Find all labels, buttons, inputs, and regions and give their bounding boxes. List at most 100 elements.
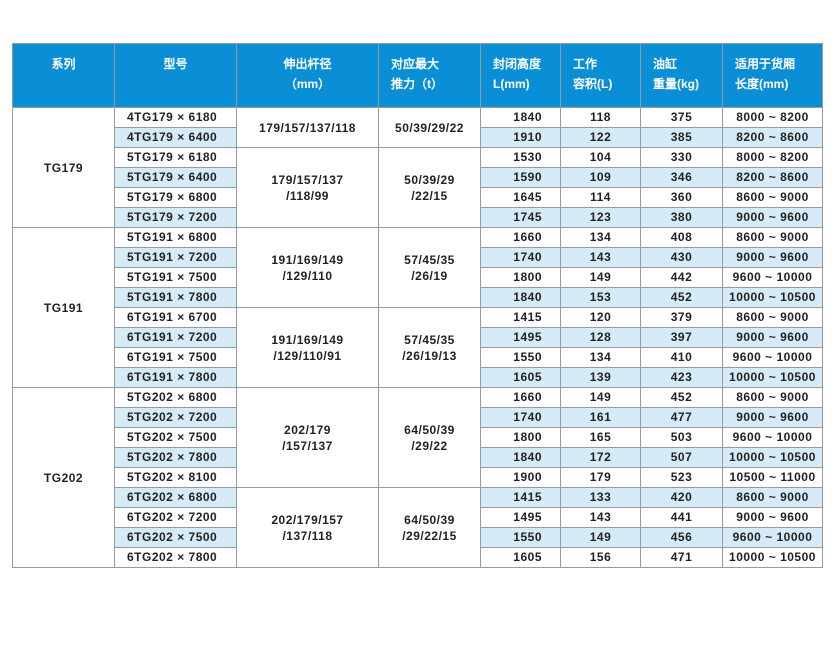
closed-height-cell: 1800 [480, 427, 561, 448]
thrust-cell: 57/45/35/26/19/13 [378, 307, 481, 388]
body-length-cell: 9000 ~ 9600 [722, 507, 823, 528]
weight-cell: 456 [640, 527, 723, 548]
weight-cell: 441 [640, 507, 723, 528]
volume-cell: 139 [560, 367, 641, 388]
closed-height-cell: 1660 [480, 227, 561, 248]
rod-diameter-cell: 202/179/157/137 [236, 387, 379, 488]
closed-height-cell: 1800 [480, 267, 561, 288]
rod-line: /137/118 [282, 528, 333, 543]
body-length-cell: 8600 ~ 9000 [722, 227, 823, 248]
weight-cell: 379 [640, 307, 723, 328]
volume-cell: 165 [560, 427, 641, 448]
thrust-line: 64/50/39 [404, 422, 455, 437]
weight-cell: 375 [640, 107, 723, 128]
closed-height-cell: 1550 [480, 527, 561, 548]
weight-cell: 452 [640, 387, 723, 408]
volume-cell: 123 [560, 207, 641, 228]
body-length-cell: 8600 ~ 9000 [722, 187, 823, 208]
thrust-cell: 64/50/39/29/22/15 [378, 487, 481, 568]
header-closed-height: 封闭高度 L(mm) [480, 43, 561, 108]
rod-line: /129/110/91 [273, 348, 342, 363]
closed-height-cell: 1495 [480, 507, 561, 528]
table-row: TG202 5TG202 × 6800 202/179/157/137 64/50/3… [12, 387, 823, 568]
header-row: 系列 型号 伸出杆径 （mm） 对应最大 推力（t） 封闭高度 L(mm) 工作 容积(… [12, 43, 823, 108]
body-length-cell: 10000 ~ 10500 [722, 287, 823, 308]
model-cell: 5TG179 × 6180 [114, 147, 237, 168]
body-length-cell: 9000 ~ 9600 [722, 207, 823, 228]
weight-cell: 507 [640, 447, 723, 468]
model-cell: 6TG191 × 7200 [114, 327, 237, 348]
body-length-cell: 9600 ~ 10000 [722, 427, 823, 448]
closed-height-cell: 1840 [480, 287, 561, 308]
model-cell: 5TG191 × 7200 [114, 247, 237, 268]
thrust-line: /29/22/15 [402, 528, 457, 543]
volume-cell: 134 [560, 227, 641, 248]
volume-cell: 128 [560, 327, 641, 348]
model-cell: 5TG179 × 6400 [114, 167, 237, 188]
model-cell: 4TG179 × 6180 [114, 107, 237, 128]
table-row: 5TG191 × 7800 1840 153 452 10000 ~ 10500 [13, 287, 823, 308]
table-row: 6TG191 × 7500 1550 134 410 9600 ~ 10000 [13, 347, 823, 368]
table-row: 6TG191 × 6700 191/169/149/129/110/91 57/45… [13, 307, 823, 388]
body-length-cell: 9600 ~ 10000 [722, 347, 823, 368]
header-label: 工作 [573, 57, 598, 71]
weight-cell: 471 [640, 547, 723, 568]
table-row: 6TG202 × 7800 1605 156 471 10000 ~ 10500 [13, 547, 823, 568]
header-label: 型号 [163, 57, 188, 71]
header-label: 伸出杆径 [283, 57, 332, 71]
body-length-cell: 8600 ~ 9000 [722, 307, 823, 328]
header-weight: 油缸 重量(kg) [640, 43, 723, 108]
table-row: 5TG191 × 7500 1800 149 442 9600 ~ 10000 [13, 267, 823, 288]
rod-diameter-cell: 179/157/137/118/99 [236, 147, 379, 228]
volume-cell: 118 [560, 107, 641, 128]
weight-cell: 380 [640, 207, 723, 228]
model-cell: 5TG202 × 7500 [114, 427, 237, 448]
rod-line: 191/169/149 [271, 252, 344, 267]
weight-cell: 397 [640, 327, 723, 348]
closed-height-cell: 1605 [480, 367, 561, 388]
body-length-cell: 9600 ~ 10000 [722, 527, 823, 548]
volume-cell: 143 [560, 247, 641, 268]
model-cell: 6TG191 × 7800 [114, 367, 237, 388]
model-cell: 5TG202 × 7200 [114, 407, 237, 428]
weight-cell: 477 [640, 407, 723, 428]
volume-cell: 149 [560, 267, 641, 288]
weight-cell: 442 [640, 267, 723, 288]
weight-cell: 430 [640, 247, 723, 268]
volume-cell: 122 [560, 127, 641, 148]
volume-cell: 153 [560, 287, 641, 308]
weight-cell: 385 [640, 127, 723, 148]
volume-cell: 104 [560, 147, 641, 168]
closed-height-cell: 1605 [480, 547, 561, 568]
closed-height-cell: 1495 [480, 327, 561, 348]
volume-cell: 133 [560, 487, 641, 508]
series-cell: TG179 [12, 107, 115, 228]
body-length-cell: 8000 ~ 8200 [722, 147, 823, 168]
body-length-cell: 10500 ~ 11000 [722, 467, 823, 488]
weight-cell: 410 [640, 347, 723, 368]
volume-cell: 179 [560, 467, 641, 488]
model-cell: 6TG202 × 7200 [114, 507, 237, 528]
weight-cell: 423 [640, 367, 723, 388]
table-row: 5TG202 × 7200 1740 161 477 9000 ~ 9600 [13, 407, 823, 428]
model-cell: 5TG202 × 8100 [114, 467, 237, 488]
header-unit: 推力（t） [391, 77, 443, 91]
volume-cell: 134 [560, 347, 641, 368]
model-cell: 4TG179 × 6400 [114, 127, 237, 148]
table-row: 6TG191 × 7200 1495 128 397 9000 ~ 9600 [13, 327, 823, 348]
thrust-line: 64/50/39 [404, 512, 455, 527]
model-cell: 5TG202 × 6800 [114, 387, 237, 408]
header-body-length: 适用于货厢 长度(mm) [722, 43, 823, 108]
closed-height-cell: 1645 [480, 187, 561, 208]
rod-diameter-cell: 191/169/149/129/110/91 [236, 307, 379, 388]
body-length-cell: 10000 ~ 10500 [722, 367, 823, 388]
model-cell: 6TG191 × 7500 [114, 347, 237, 368]
body-length-cell: 8600 ~ 9000 [722, 487, 823, 508]
table-row: 5TG202 × 7500 1800 165 503 9600 ~ 10000 [13, 427, 823, 448]
volume-cell: 143 [560, 507, 641, 528]
header-unit: （mm） [284, 77, 331, 91]
table-row: 4TG179 × 6400 1910 122 385 8200 ~ 8600 [13, 127, 823, 148]
closed-height-cell: 1740 [480, 407, 561, 428]
table-row: 5TG202 × 8100 1900 179 523 10500 ~ 11000 [13, 467, 823, 488]
closed-height-cell: 1745 [480, 207, 561, 228]
